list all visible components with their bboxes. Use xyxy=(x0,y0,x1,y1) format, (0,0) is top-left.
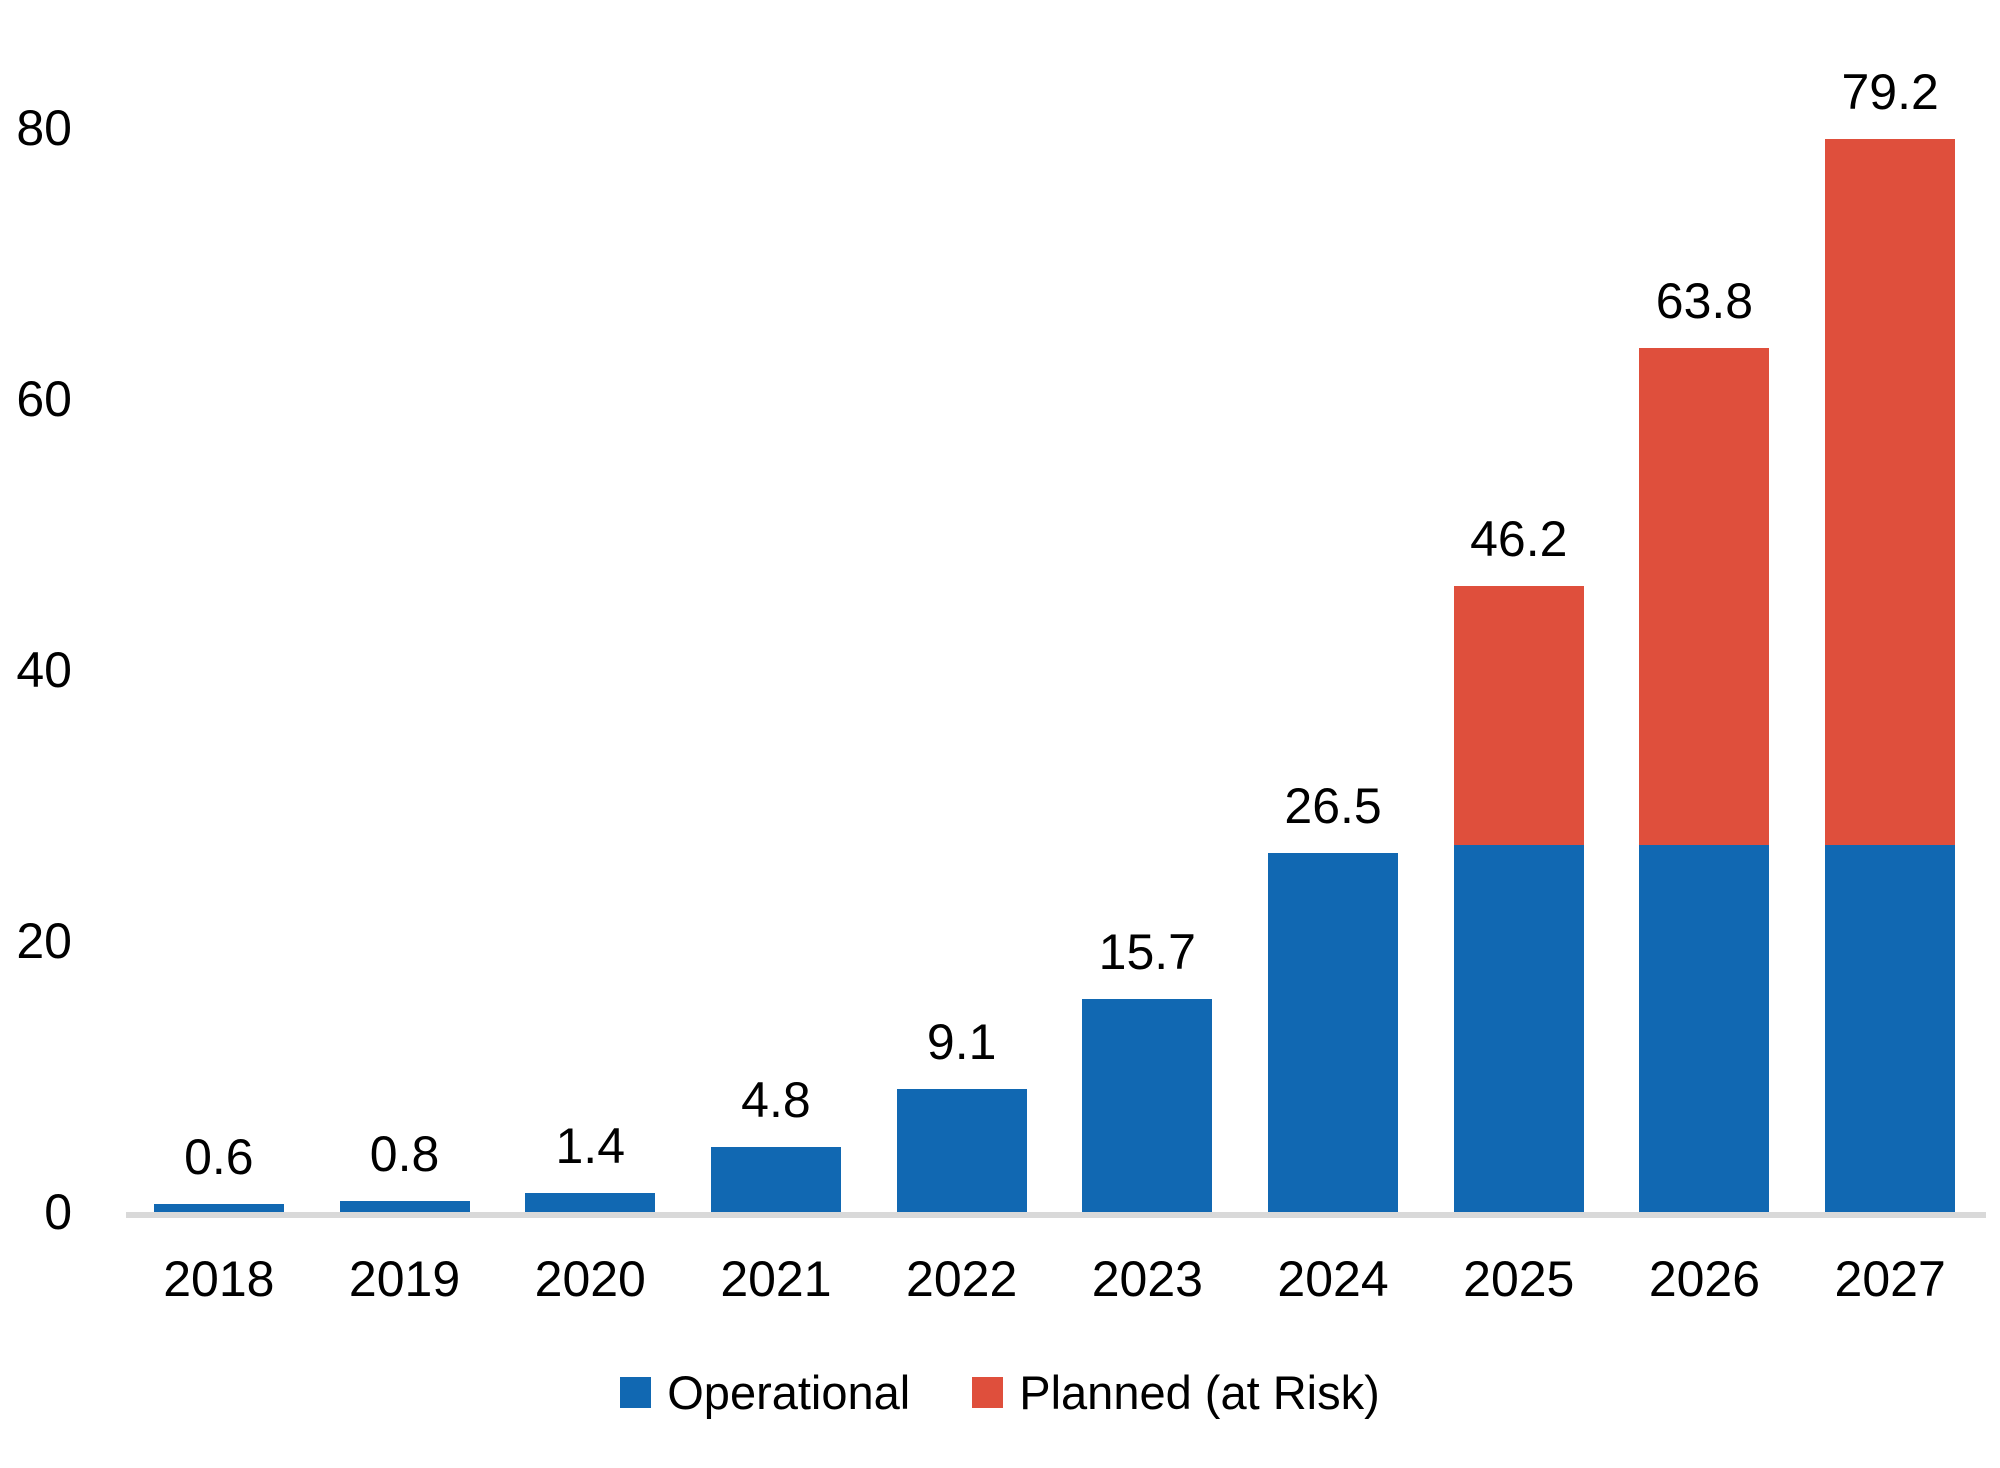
bar-total-label: 0.8 xyxy=(369,1126,440,1183)
x-axis-label-2021: 2021 xyxy=(720,1251,832,1307)
x-axis-label-2024: 2024 xyxy=(1277,1251,1389,1307)
bar-segment-operational-2022 xyxy=(896,1088,1027,1212)
x-axis-label-2019: 2019 xyxy=(348,1251,461,1307)
y-tick-label: 40 xyxy=(16,642,72,698)
bar-segment-operational-2020 xyxy=(525,1193,656,1212)
x-axis-label-2018: 2018 xyxy=(163,1251,275,1307)
bar-segment-planned-2026 xyxy=(1639,347,1770,845)
bar-segment-operational-2023 xyxy=(1082,999,1213,1212)
bar-segment-operational-2019 xyxy=(339,1201,470,1212)
bar-segment-operational-2026 xyxy=(1639,844,1770,1212)
x-axis-line xyxy=(126,1212,1986,1218)
bar-segment-operational-2018 xyxy=(153,1203,284,1212)
y-tick-label: 80 xyxy=(16,100,72,156)
bar-segment-operational-2021 xyxy=(710,1146,841,1212)
bar-total-label: 26.5 xyxy=(1284,777,1382,834)
legend-swatch-icon xyxy=(620,1376,652,1408)
bar-segment-planned-2027 xyxy=(1825,138,1956,845)
legend-item-planned: Planned (at Risk) xyxy=(972,1369,1380,1416)
x-axis-label-2027: 2027 xyxy=(1834,1251,1946,1307)
bar-total-label: 15.7 xyxy=(1098,924,1197,981)
bar-total-label: 79.2 xyxy=(1841,63,1939,120)
bar-total-label: 63.8 xyxy=(1655,272,1754,329)
x-axis-label-2025: 2025 xyxy=(1463,1251,1575,1307)
bar-segment-operational-2024 xyxy=(1268,852,1399,1212)
x-axis-label-2023: 2023 xyxy=(1091,1251,1203,1307)
legend-label: Planned (at Risk) xyxy=(1019,1365,1380,1419)
y-tick-label: 60 xyxy=(16,371,72,427)
y-tick-label: 0 xyxy=(44,1184,72,1240)
bar-segment-operational-2027 xyxy=(1825,844,1956,1212)
bar-segment-planned-2025 xyxy=(1453,585,1584,845)
bar-total-label: 9.1 xyxy=(926,1013,997,1070)
bar-total-label: 1.4 xyxy=(555,1118,626,1175)
bar-total-label: 46.2 xyxy=(1470,510,1568,567)
x-axis-label-2020: 2020 xyxy=(534,1251,646,1307)
bar-segment-operational-2025 xyxy=(1453,844,1584,1212)
bar-total-label: 0.6 xyxy=(184,1128,254,1185)
x-axis-label-2026: 2026 xyxy=(1648,1251,1761,1307)
legend-label: Operational xyxy=(667,1365,911,1419)
bar-total-label: 4.8 xyxy=(741,1071,811,1128)
legend-item-operational: Operational xyxy=(620,1369,910,1416)
chart-legend: Operational Planned (at Risk) xyxy=(0,1362,2000,1422)
x-axis-label-2022: 2022 xyxy=(906,1251,1018,1307)
y-tick-label: 20 xyxy=(16,913,72,969)
legend-swatch-icon xyxy=(972,1376,1004,1408)
